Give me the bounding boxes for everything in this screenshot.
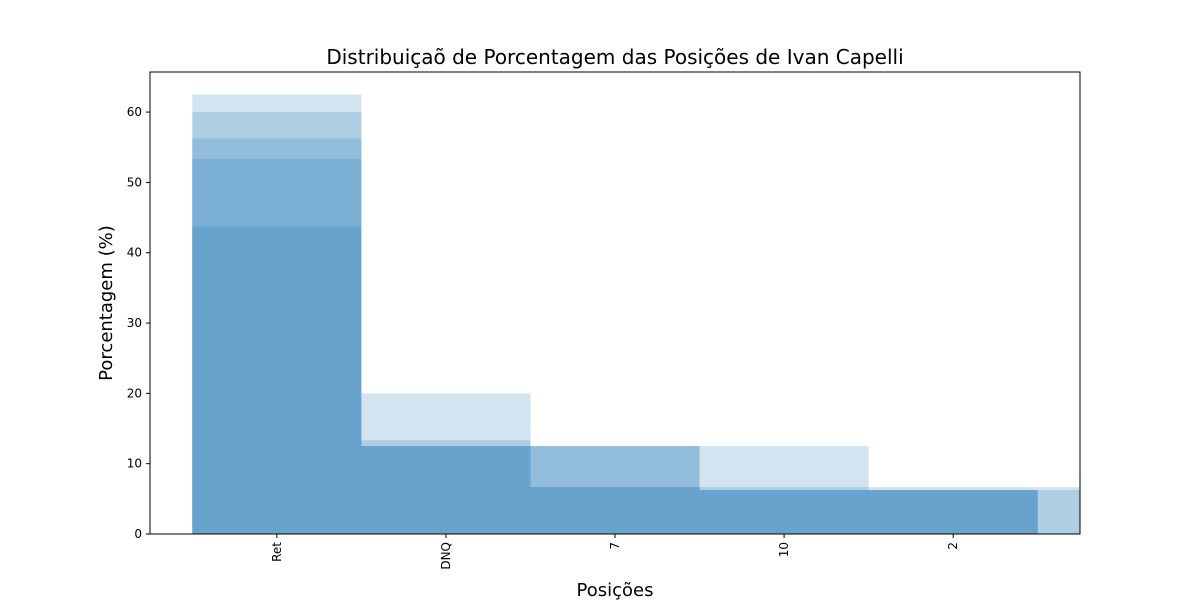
bar [1037, 490, 1080, 534]
bar [361, 446, 531, 534]
bar [530, 446, 700, 534]
bar [192, 138, 362, 534]
y-tick-label: 30 [127, 316, 142, 330]
bar [192, 226, 362, 534]
y-tick-label: 10 [127, 457, 142, 471]
bar [1037, 487, 1080, 534]
bar [699, 490, 869, 534]
bar [868, 490, 1038, 534]
bar [530, 487, 700, 534]
bar [699, 490, 869, 534]
y-tick-label: 50 [127, 175, 142, 189]
y-tick-label: 40 [127, 246, 142, 260]
plot-area [192, 94, 1080, 534]
bar [361, 446, 531, 534]
bar [699, 487, 869, 534]
bar [699, 446, 869, 534]
y-tick-label: 0 [134, 527, 142, 541]
bar [192, 94, 362, 534]
bar [192, 158, 362, 534]
x-tick-label: 2 [946, 542, 960, 550]
bar [868, 487, 1038, 534]
x-tick-label: DNQ [439, 542, 453, 570]
bar [530, 446, 700, 534]
bar [868, 490, 1038, 534]
bar [868, 490, 1038, 534]
bar [361, 440, 531, 534]
bar [530, 487, 700, 534]
bar [530, 446, 700, 534]
bar [361, 446, 531, 534]
bar [192, 112, 362, 534]
x-tick-label: 7 [608, 542, 622, 550]
bar [699, 490, 869, 534]
x-tick-label: 10 [777, 542, 791, 557]
x-tick-label: Ret [270, 542, 284, 562]
bar [361, 393, 531, 534]
y-axis-label: Porcentagem (%) [96, 225, 117, 381]
bar [868, 490, 1038, 534]
y-tick-label: 20 [127, 386, 142, 400]
chart-title: Distribuiçaõ de Porcentagem das Posições… [326, 45, 903, 69]
y-tick-label: 60 [127, 105, 142, 119]
x-axis-label: Posições [577, 580, 654, 600]
